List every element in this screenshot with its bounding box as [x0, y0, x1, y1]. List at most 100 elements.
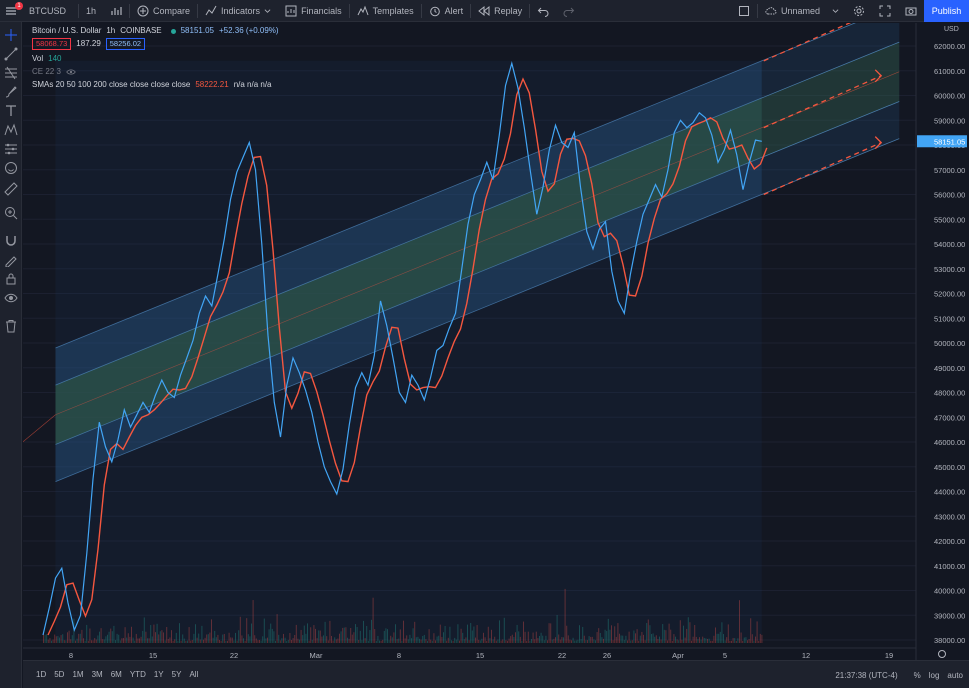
range-all[interactable]: All: [189, 670, 199, 679]
volume-bar: [670, 629, 672, 643]
range-1y[interactable]: 1Y: [153, 670, 164, 679]
volume-bar: [222, 634, 224, 643]
volume-bar: [350, 627, 352, 643]
prediction-icon[interactable]: [4, 142, 18, 156]
volume-bar: [615, 636, 617, 643]
volume-bar: [150, 625, 152, 643]
trend-line-icon[interactable]: [4, 47, 18, 61]
stay-drawing-icon[interactable]: [4, 253, 18, 267]
volume-bar: [167, 638, 169, 643]
range-3m[interactable]: 3M: [91, 670, 103, 679]
range-1m[interactable]: 1M: [72, 670, 84, 679]
volume-bar: [491, 629, 492, 643]
publish-button[interactable]: Publish: [924, 0, 969, 22]
volume-bar: [550, 623, 552, 643]
crosshair-icon[interactable]: [4, 28, 18, 42]
replay-button[interactable]: Replay: [471, 0, 529, 22]
volume-bar: [683, 625, 684, 643]
volume-bar: [465, 637, 467, 643]
alert-button[interactable]: Alert: [422, 0, 471, 22]
price-axis-background: [916, 23, 969, 660]
volume-bar: [129, 636, 131, 643]
bid-price[interactable]: 58068.73: [32, 38, 72, 50]
volume-bar: [355, 624, 356, 643]
trash-icon[interactable]: [4, 319, 18, 333]
main-menu-button[interactable]: 1: [0, 0, 23, 22]
ask-price[interactable]: 58256.02: [105, 38, 146, 50]
eye-icon[interactable]: [4, 291, 18, 305]
volume-bar: [311, 639, 313, 643]
volume-bar: [484, 637, 486, 643]
volume-bar: [703, 637, 705, 643]
status-dot: [170, 28, 176, 34]
fib-tools-icon[interactable]: [4, 66, 18, 80]
lock-icon[interactable]: [4, 272, 18, 286]
chart-type-button[interactable]: [103, 0, 129, 22]
price-tick-label: 45000.00: [934, 463, 965, 472]
volume-bar: [147, 638, 148, 643]
volume-bar: [214, 630, 216, 643]
bottom-toolbar: 1D 5D 1M 3M 6M YTD 1Y 5Y All 21:37:38 (UTC-4) % …: [23, 660, 969, 688]
volume-bar: [262, 636, 264, 643]
range-5y[interactable]: 5Y: [171, 670, 182, 679]
volume-bar: [587, 640, 588, 643]
zoom-in-icon[interactable]: [4, 206, 18, 220]
volume-bar: [609, 629, 611, 643]
volume-bar: [476, 625, 478, 643]
volume-bar: [535, 631, 537, 643]
measure-icon[interactable]: [4, 182, 18, 196]
volume-bar: [137, 638, 139, 643]
auto-toggle[interactable]: auto: [947, 670, 963, 680]
volume-bar: [79, 633, 81, 643]
magnet-icon[interactable]: [4, 234, 18, 248]
volume-bar: [113, 625, 115, 643]
volume-bar: [540, 632, 542, 643]
volume-bar: [532, 632, 534, 643]
interval-button[interactable]: 1h: [79, 0, 103, 22]
range-ytd[interactable]: YTD: [129, 670, 146, 679]
log-toggle[interactable]: log: [928, 670, 940, 680]
volume-bar: [734, 638, 736, 643]
price-axis[interactable]: 38000.00 39000.00 40000.00 41000.00 42000.00…: [915, 23, 969, 660]
price-chart[interactable]: 38000.00 39000.00 40000.00 41000.00 42000.00…: [23, 23, 969, 660]
volume-bar: [252, 600, 254, 643]
compare-button[interactable]: Compare: [130, 0, 197, 22]
volume-bar: [692, 636, 694, 643]
volume-bar: [163, 632, 164, 643]
volume-bar: [294, 634, 296, 643]
patterns-icon[interactable]: [4, 123, 18, 137]
emoji-icon[interactable]: [4, 161, 18, 175]
range-5d[interactable]: 5D: [54, 670, 65, 679]
volume-bar: [652, 633, 654, 643]
volume-bar: [334, 637, 336, 643]
snapshot-button[interactable]: [898, 0, 924, 22]
volume-bar: [468, 640, 470, 643]
indicators-button[interactable]: Indicators: [198, 0, 278, 22]
text-tool-icon[interactable]: [4, 104, 18, 118]
templates-button[interactable]: Templates: [350, 0, 421, 22]
undo-button[interactable]: [530, 0, 556, 22]
time-axis[interactable]: 8 15 22 Mar 8 15 22 26 Apr 5 12 19: [23, 647, 946, 660]
percent-toggle[interactable]: %: [913, 670, 921, 680]
price-tick-label: 53000.00: [934, 265, 965, 274]
range-6m[interactable]: 6M: [110, 670, 122, 679]
volume-bar: [395, 624, 396, 643]
settings-button[interactable]: [846, 0, 872, 22]
range-1d[interactable]: 1D: [36, 670, 47, 679]
redo-button[interactable]: [556, 0, 582, 22]
volume-bar: [225, 640, 227, 643]
select-layout-button[interactable]: [731, 0, 757, 22]
fullscreen-button[interactable]: [872, 0, 898, 22]
symbol-search-button[interactable]: BTCUSD: [22, 0, 78, 22]
volume-bar: [481, 638, 483, 643]
brush-icon[interactable]: [4, 85, 18, 99]
volume-bar: [662, 624, 664, 643]
volume-bar: [340, 631, 342, 643]
channel-extension-line: [23, 414, 56, 443]
layout-name-button[interactable]: Unnamed: [758, 0, 846, 22]
financials-button[interactable]: Financials: [278, 0, 349, 22]
volume-bar: [412, 628, 414, 643]
hidden-eye-icon[interactable]: [66, 68, 76, 76]
volume-bar: [196, 637, 198, 643]
clock[interactable]: 21:37:38 (UTC-4): [835, 670, 898, 680]
